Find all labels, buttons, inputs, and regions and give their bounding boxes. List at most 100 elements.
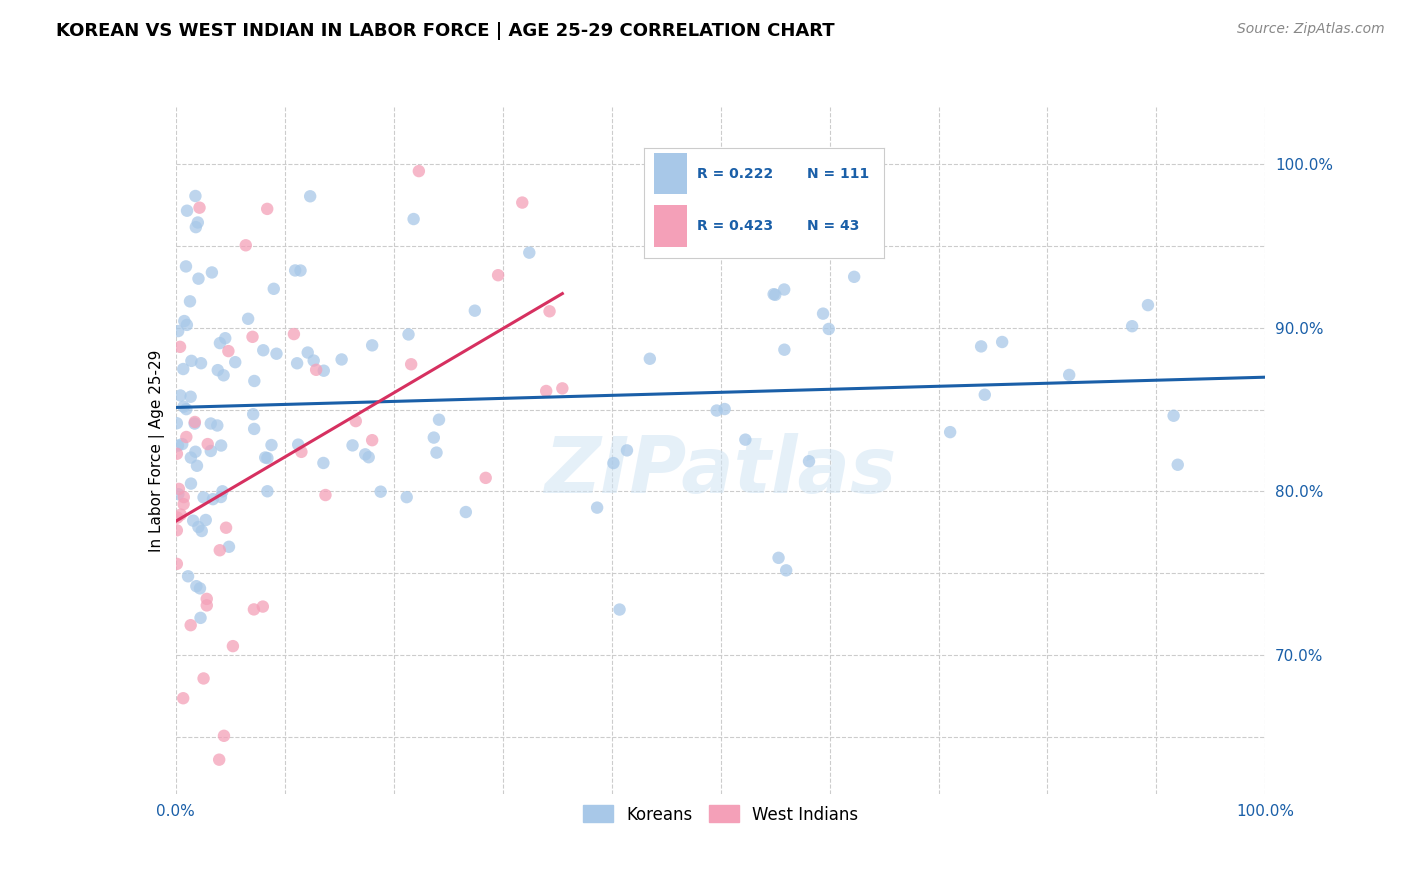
Point bbox=[166, 557, 188, 571]
Point bbox=[252, 599, 274, 614]
Point bbox=[474, 471, 496, 485]
Point bbox=[283, 327, 305, 342]
Point bbox=[939, 425, 962, 439]
Point bbox=[201, 492, 224, 507]
Point bbox=[180, 390, 202, 404]
Point bbox=[222, 639, 245, 653]
Text: N = 43: N = 43 bbox=[807, 219, 859, 234]
Point bbox=[166, 510, 188, 524]
Point bbox=[427, 412, 450, 426]
Point bbox=[354, 447, 377, 461]
Point bbox=[217, 344, 239, 359]
Text: N = 111: N = 111 bbox=[807, 167, 869, 180]
Point bbox=[187, 520, 209, 534]
Point bbox=[402, 212, 425, 227]
Point bbox=[361, 433, 384, 447]
Point bbox=[190, 611, 212, 625]
Point bbox=[207, 418, 229, 433]
Point bbox=[305, 363, 328, 377]
Point bbox=[817, 322, 839, 336]
Point bbox=[638, 351, 661, 366]
Point bbox=[256, 202, 278, 216]
Point bbox=[211, 484, 233, 499]
Point bbox=[172, 437, 194, 451]
Point bbox=[242, 407, 264, 421]
Point bbox=[252, 343, 274, 358]
Legend: Koreans, West Indians: Koreans, West Indians bbox=[576, 798, 865, 830]
Point bbox=[180, 450, 202, 465]
Point bbox=[256, 451, 278, 466]
Point bbox=[166, 447, 188, 461]
Point bbox=[263, 282, 285, 296]
Point bbox=[517, 245, 540, 260]
Point bbox=[399, 357, 422, 371]
Point bbox=[167, 482, 190, 496]
Point bbox=[285, 356, 308, 370]
Point bbox=[254, 450, 277, 465]
Point bbox=[408, 164, 430, 178]
Point bbox=[616, 443, 638, 458]
Point bbox=[357, 450, 380, 465]
Text: R = 0.222: R = 0.222 bbox=[697, 167, 773, 180]
Point bbox=[184, 220, 207, 235]
Point bbox=[797, 454, 820, 468]
Text: R = 0.423: R = 0.423 bbox=[697, 219, 773, 234]
Point bbox=[195, 591, 218, 606]
Point bbox=[243, 602, 266, 616]
Point bbox=[235, 238, 257, 252]
Point bbox=[186, 458, 208, 473]
Point bbox=[290, 263, 312, 277]
Point bbox=[215, 521, 238, 535]
Point bbox=[395, 490, 418, 504]
Point bbox=[212, 729, 235, 743]
Point bbox=[314, 488, 336, 502]
Point bbox=[242, 330, 264, 344]
Point bbox=[173, 490, 195, 504]
Point bbox=[510, 195, 533, 210]
Point bbox=[201, 265, 224, 279]
Point bbox=[188, 582, 211, 596]
Point bbox=[176, 318, 198, 332]
Point bbox=[706, 403, 728, 417]
Bar bbox=[654, 153, 688, 194]
Text: Source: ZipAtlas.com: Source: ZipAtlas.com bbox=[1237, 22, 1385, 37]
Point bbox=[173, 497, 195, 511]
Point bbox=[454, 505, 477, 519]
Point bbox=[195, 599, 218, 613]
Point bbox=[342, 438, 364, 452]
Point bbox=[218, 540, 240, 554]
Point bbox=[193, 491, 215, 505]
Point bbox=[1167, 458, 1189, 472]
Point bbox=[299, 189, 322, 203]
Point bbox=[214, 331, 236, 345]
Point bbox=[179, 294, 201, 309]
Y-axis label: In Labor Force | Age 25-29: In Labor Force | Age 25-29 bbox=[149, 350, 165, 551]
Point bbox=[602, 456, 624, 470]
Point bbox=[176, 430, 198, 444]
Bar bbox=[654, 205, 688, 247]
Point bbox=[208, 543, 231, 558]
Point bbox=[734, 433, 756, 447]
Point bbox=[236, 311, 259, 326]
Point bbox=[186, 579, 208, 593]
Point bbox=[208, 336, 231, 351]
Point bbox=[586, 500, 609, 515]
Point bbox=[312, 364, 335, 378]
Point bbox=[180, 354, 202, 368]
Point bbox=[174, 260, 197, 274]
Point bbox=[224, 355, 246, 369]
Point bbox=[181, 514, 204, 528]
Point bbox=[193, 672, 215, 686]
Point bbox=[312, 456, 335, 470]
Point bbox=[260, 438, 283, 452]
Point bbox=[194, 513, 217, 527]
Point bbox=[290, 445, 312, 459]
Point bbox=[209, 438, 232, 452]
Point bbox=[176, 203, 198, 218]
Point bbox=[1121, 319, 1143, 334]
Text: KOREAN VS WEST INDIAN IN LABOR FORCE | AGE 25-29 CORRELATION CHART: KOREAN VS WEST INDIAN IN LABOR FORCE | A… bbox=[56, 22, 835, 40]
Point bbox=[167, 324, 190, 338]
Point bbox=[425, 445, 447, 459]
Point bbox=[297, 345, 319, 359]
Point bbox=[551, 381, 574, 395]
